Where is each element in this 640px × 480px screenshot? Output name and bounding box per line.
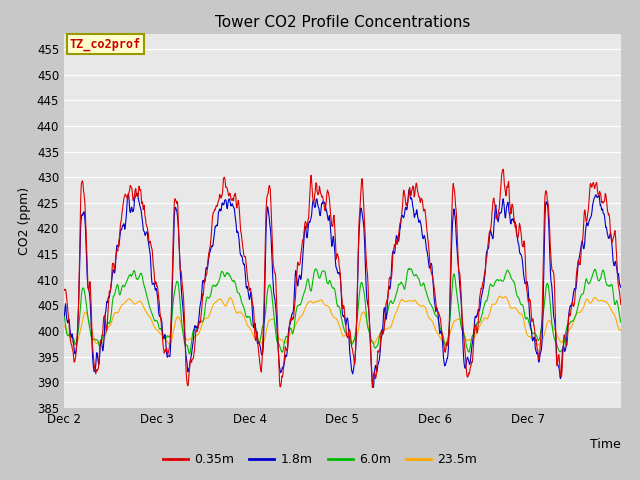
Text: TZ_co2prof: TZ_co2prof	[70, 37, 141, 51]
Y-axis label: CO2 (ppm): CO2 (ppm)	[18, 187, 31, 255]
Legend: 0.35m, 1.8m, 6.0m, 23.5m: 0.35m, 1.8m, 6.0m, 23.5m	[158, 448, 482, 471]
Title: Tower CO2 Profile Concentrations: Tower CO2 Profile Concentrations	[214, 15, 470, 30]
Text: Time: Time	[590, 438, 621, 451]
